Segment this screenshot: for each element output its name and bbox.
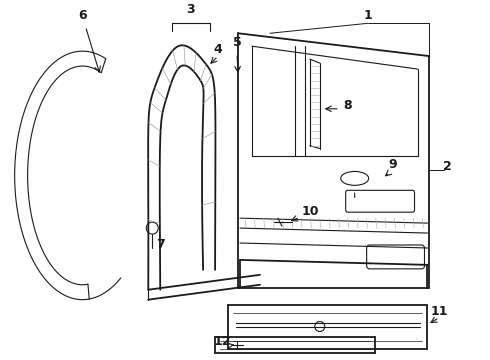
Text: 12: 12 [213,336,231,348]
Text: 5: 5 [233,36,242,49]
Text: 8: 8 [343,99,352,112]
Text: 7: 7 [156,238,165,251]
Text: 10: 10 [301,205,318,218]
Text: 3: 3 [186,3,195,17]
Text: 1: 1 [363,9,372,22]
Text: 11: 11 [431,305,448,318]
Text: 9: 9 [388,158,397,171]
Text: 6: 6 [78,9,87,22]
Text: 2: 2 [443,161,452,174]
Text: 4: 4 [214,43,222,56]
